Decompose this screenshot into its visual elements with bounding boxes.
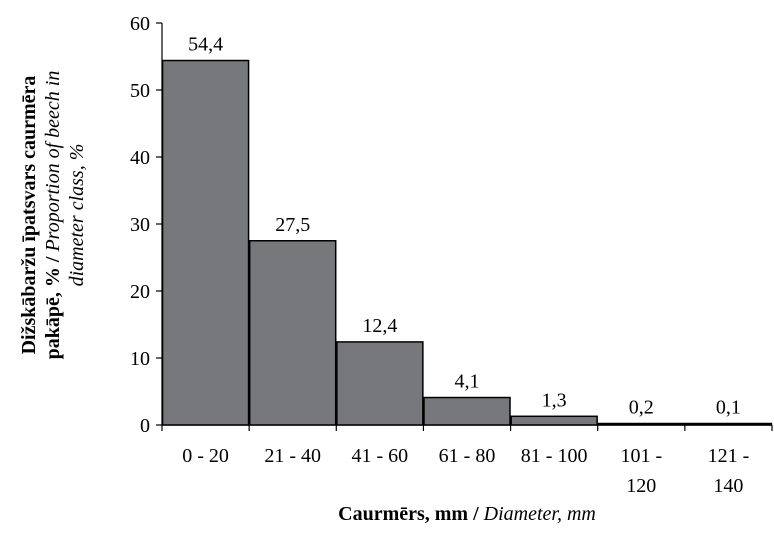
x-tick-label: 41 - 60 xyxy=(352,445,409,467)
x-axis-ticks: 0 - 20 21 - 40 41 - 60 61 - 80 81 - 100 101 -… xyxy=(161,425,773,497)
x-axis-title-bold: Caurmērs, mm / xyxy=(338,503,484,525)
x-tick-label: 0 - 20 xyxy=(182,445,229,467)
bar xyxy=(336,341,424,426)
bar xyxy=(684,422,773,426)
bar xyxy=(161,59,250,426)
x-tick-label: 61 - 80 xyxy=(439,445,496,467)
data-label: 4,1 xyxy=(455,371,480,393)
y-tick-label: 50 xyxy=(130,80,150,102)
x-tick-label: 101 - xyxy=(620,445,662,467)
data-label: 27,5 xyxy=(275,214,310,236)
y-tick-label: 40 xyxy=(130,147,150,169)
y-axis-title-line2-bold: pakāpē, % / xyxy=(42,252,64,360)
bar xyxy=(597,422,686,426)
data-label: 0,1 xyxy=(716,397,741,419)
y-tick-label: 60 xyxy=(130,13,150,35)
y-axis-title-line1: Dižskābaržu īpatsvars caurmēra xyxy=(18,76,40,355)
x-axis-title: Caurmērs, mm / Diameter, mm xyxy=(338,503,596,525)
x-tick-label: 140 xyxy=(713,475,743,497)
data-label: 54,4 xyxy=(188,34,223,56)
y-axis-ticks: 0 10 20 30 40 50 60 xyxy=(130,13,162,437)
x-tick-label: 21 - 40 xyxy=(264,445,321,467)
data-label: 12,4 xyxy=(362,315,397,337)
bars xyxy=(161,59,773,426)
x-tick-label: 121 - xyxy=(708,445,750,467)
y-tick-label: 0 xyxy=(140,415,150,437)
y-axis-title-line3: diameter class, % xyxy=(66,144,88,287)
bar xyxy=(510,415,598,426)
x-axis-title-italic: Diameter, mm xyxy=(483,503,596,525)
y-axis-title-line2: pakāpē, % / Proportion of beech in xyxy=(42,71,64,360)
y-tick-label: 20 xyxy=(130,281,150,303)
x-tick-label: 120 xyxy=(626,475,656,497)
y-tick-label: 30 xyxy=(130,214,150,236)
y-axis-title-line2-italic: Proportion of beech in xyxy=(42,71,64,253)
data-label: 1,3 xyxy=(542,389,567,411)
y-tick-label: 10 xyxy=(130,348,150,370)
x-tick-label: 81 - 100 xyxy=(521,445,588,467)
bar xyxy=(248,240,337,426)
data-labels: 54,4 27,5 12,4 4,1 1,3 0,2 0,1 xyxy=(188,34,741,419)
bar xyxy=(423,396,511,426)
data-label: 0,2 xyxy=(629,397,654,419)
y-axis-title: Dižskābaržu īpatsvars caurmēra pakāpē, %… xyxy=(18,71,88,360)
